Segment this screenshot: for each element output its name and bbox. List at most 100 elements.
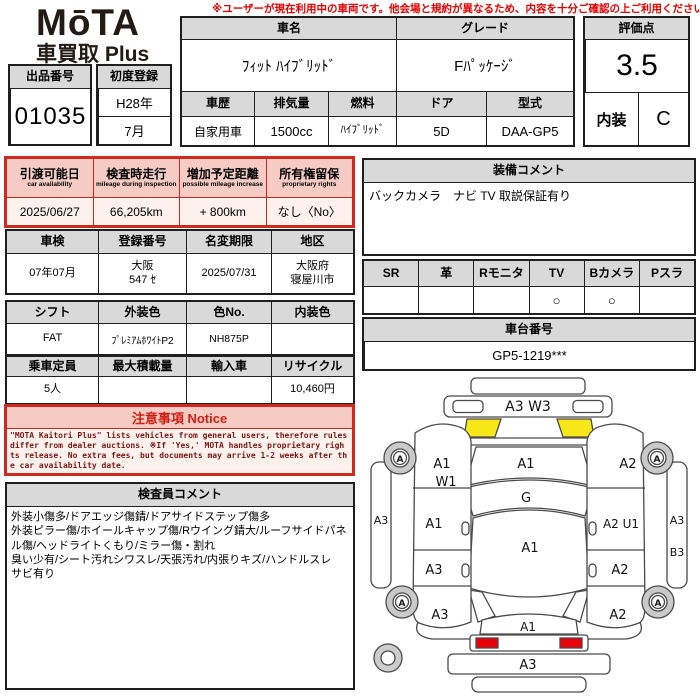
equip-pslide-value (638, 287, 694, 313)
seating-capacity-value: 5人 (43, 383, 62, 396)
chassis-number-value: GP5-1219*** (364, 341, 694, 369)
equip-leather-value (418, 287, 473, 313)
listing-number-value: 01035 (10, 88, 90, 144)
vehicle-grade-value: Fﾊﾟｯｹｰｼﾞ (396, 40, 573, 91)
door-handle (588, 521, 597, 536)
vehicle-grade-header: グレード (396, 18, 573, 39)
wheel-front-left (383, 441, 417, 475)
mileage-increase-header: 増加予定距離 possible mileage increase (179, 159, 266, 197)
mileage-value: 66,205km (92, 198, 180, 225)
name-change-deadline-header: 名変期限 (186, 231, 271, 253)
first-registration-year: H28年 (98, 88, 170, 116)
equipment-table: SR 革 Rモニタ TV Bカメラ Pスラ ○ ○ (362, 259, 696, 315)
plate-number-value: 大阪 547 ｾ (98, 254, 186, 293)
chassis-number-box: 車台番号 GP5-1219*** (362, 317, 696, 371)
windshield-code: G (521, 491, 531, 506)
inspector-comment-line: サビ有り (11, 568, 55, 581)
recycle-header: リサイクル (271, 357, 353, 376)
rear-bumper (447, 653, 611, 675)
equip-bcamera-value: ○ (583, 287, 639, 313)
taillight-left-highlight (475, 637, 499, 649)
registration-table: 車検 登録番号 名変期限 地区 07年07月 大阪 547 ｾ 2025/07/… (5, 229, 355, 295)
right-front-door-code: A2 U1 (603, 517, 639, 531)
name-change-deadline-value: 2025/07/31 (186, 254, 271, 293)
shift-value: FAT (42, 332, 63, 345)
history-header: 車歴 (182, 92, 254, 116)
equip-rmonitor-header: Rモニタ (473, 261, 529, 286)
shaken-value: 07年07月 (7, 254, 98, 293)
vehicle-name-header: 車名 (182, 18, 396, 39)
wheel-mark: A (399, 599, 406, 609)
equip-tv-value: ○ (528, 287, 584, 313)
history-value: 自家用車 (193, 124, 242, 139)
equip-sr-value (364, 287, 418, 313)
interior-grade: C (638, 93, 688, 145)
listing-number-table: 出品番号 01035 (8, 64, 92, 146)
equipment-comment-box: 装備コメント バックカメラ ナビ TV 取説保証有り (362, 158, 696, 256)
rear-quarter-line-right (582, 621, 643, 640)
seating-capacity-header: 乗車定員 (7, 357, 98, 376)
color-no-value: NH875P (186, 324, 271, 354)
notice-title: 注意事項 Notice (7, 407, 352, 428)
rear-panel (469, 634, 589, 652)
left-front-fender-code2: W1 (435, 475, 456, 490)
exterior-color-value: ﾌﾟﾚﾐｱﾑﾎﾜｲﾄP2 (98, 324, 186, 354)
door-handle (461, 563, 470, 578)
rating-header: 評価点 (585, 18, 688, 39)
left-rocker-code: A3 (374, 514, 389, 527)
front-bumper-code: A3 W3 (505, 399, 551, 415)
rear-bumper-code: A3 (519, 658, 536, 673)
vehicle-table: 車名 グレード ﾌｨｯﾄ ﾊｲﾌﾞﾘｯﾄﾞ Fﾊﾟｯｹｰｼﾞ 車歴 排気量 燃料… (180, 16, 575, 147)
door-handle (588, 563, 597, 578)
taillight-right-highlight (559, 637, 583, 649)
inspector-comment-box: 検査員コメント 外装小傷多/ドアエッジ傷錆/ドアサイドステップ傷多 外装ピラー傷… (5, 482, 355, 690)
notice-box: 注意事項 Notice "MOTA Kaitori Plus" lists ve… (4, 404, 355, 476)
doors-value: 5D (396, 117, 486, 145)
rear-pillar-left (468, 589, 496, 623)
mileage-increase-value: + 800km (179, 198, 266, 225)
availability-value: 2025/06/27 (19, 204, 80, 219)
brand-logo: MōTA 車買取 Plus (36, 4, 149, 65)
spec-table: シフト 外装色 色No. 内装色 FAT ﾌﾟﾚﾐｱﾑﾎﾜｲﾄP2 NH875P (5, 300, 355, 356)
mileage-increase-label: 増加予定距離 (186, 166, 259, 181)
deadline-line1: 2025/07/31 (201, 266, 257, 279)
proprietary-rights-sublabel: proprietary rights (282, 181, 337, 189)
left-front-door-code: A1 (425, 517, 442, 532)
top-warning-text: ※ユーザーが現在利用中の車両です。他会場と規約が異なるため、内容を十分ご確認の上… (212, 3, 700, 15)
right-rear-fender-code: A2 (609, 608, 626, 623)
capacity-table: 乗車定員 最大積載量 輸入車 リサイクル 5人 10,460円 (5, 355, 355, 405)
brand-logo-main: MōTA (36, 2, 140, 43)
right-front-fender-code: A2 (619, 457, 636, 472)
side-body-left (412, 423, 472, 629)
wheel-mark: A (655, 599, 662, 609)
district-header: 地区 (271, 231, 353, 253)
shaken-header: 車検 (7, 231, 98, 253)
left-front-fender-code: A1 (433, 457, 450, 472)
inspector-comment-line: 臭い少有/シート汚れシワスレ/天張汚れ/内張りキズ/ハンドルスレ (11, 553, 332, 566)
tailgate-code: A1 (520, 620, 536, 634)
cowl-strip (467, 437, 591, 446)
plate-line2: 547 ｾ (129, 273, 156, 286)
first-registration-month: 7月 (98, 116, 170, 144)
proprietary-rights-header: 所有権留保 proprietary rights (265, 159, 352, 197)
right-rocker-code: A3 (670, 514, 685, 527)
availability-table: 引渡可能日 car availability 検査時走行 mileage dur… (4, 156, 355, 228)
rear-quarter-line-left (415, 621, 476, 640)
equip-pslide-header: Pスラ (638, 261, 695, 286)
listing-number-label: 出品番号 (10, 66, 90, 88)
spare-tire-hub (380, 650, 396, 666)
equipment-comment-title: 装備コメント (364, 160, 694, 182)
wheel-mark: A (654, 455, 661, 465)
wheel-rear-left (385, 585, 419, 619)
tailgate-panel (479, 613, 579, 635)
rocker-panel-left (370, 461, 392, 589)
displacement-header: 排気量 (254, 92, 328, 116)
side-body-right (586, 423, 646, 629)
displacement-value: 1500cc (254, 117, 328, 145)
door-handle (461, 521, 470, 536)
exterior-color-header: 外装色 (98, 302, 186, 323)
interior-color-header: 内装色 (271, 302, 353, 323)
front-bumper (443, 395, 613, 418)
equip-rmonitor-value (473, 287, 528, 313)
district-line2: 寝屋川市 (290, 273, 335, 286)
